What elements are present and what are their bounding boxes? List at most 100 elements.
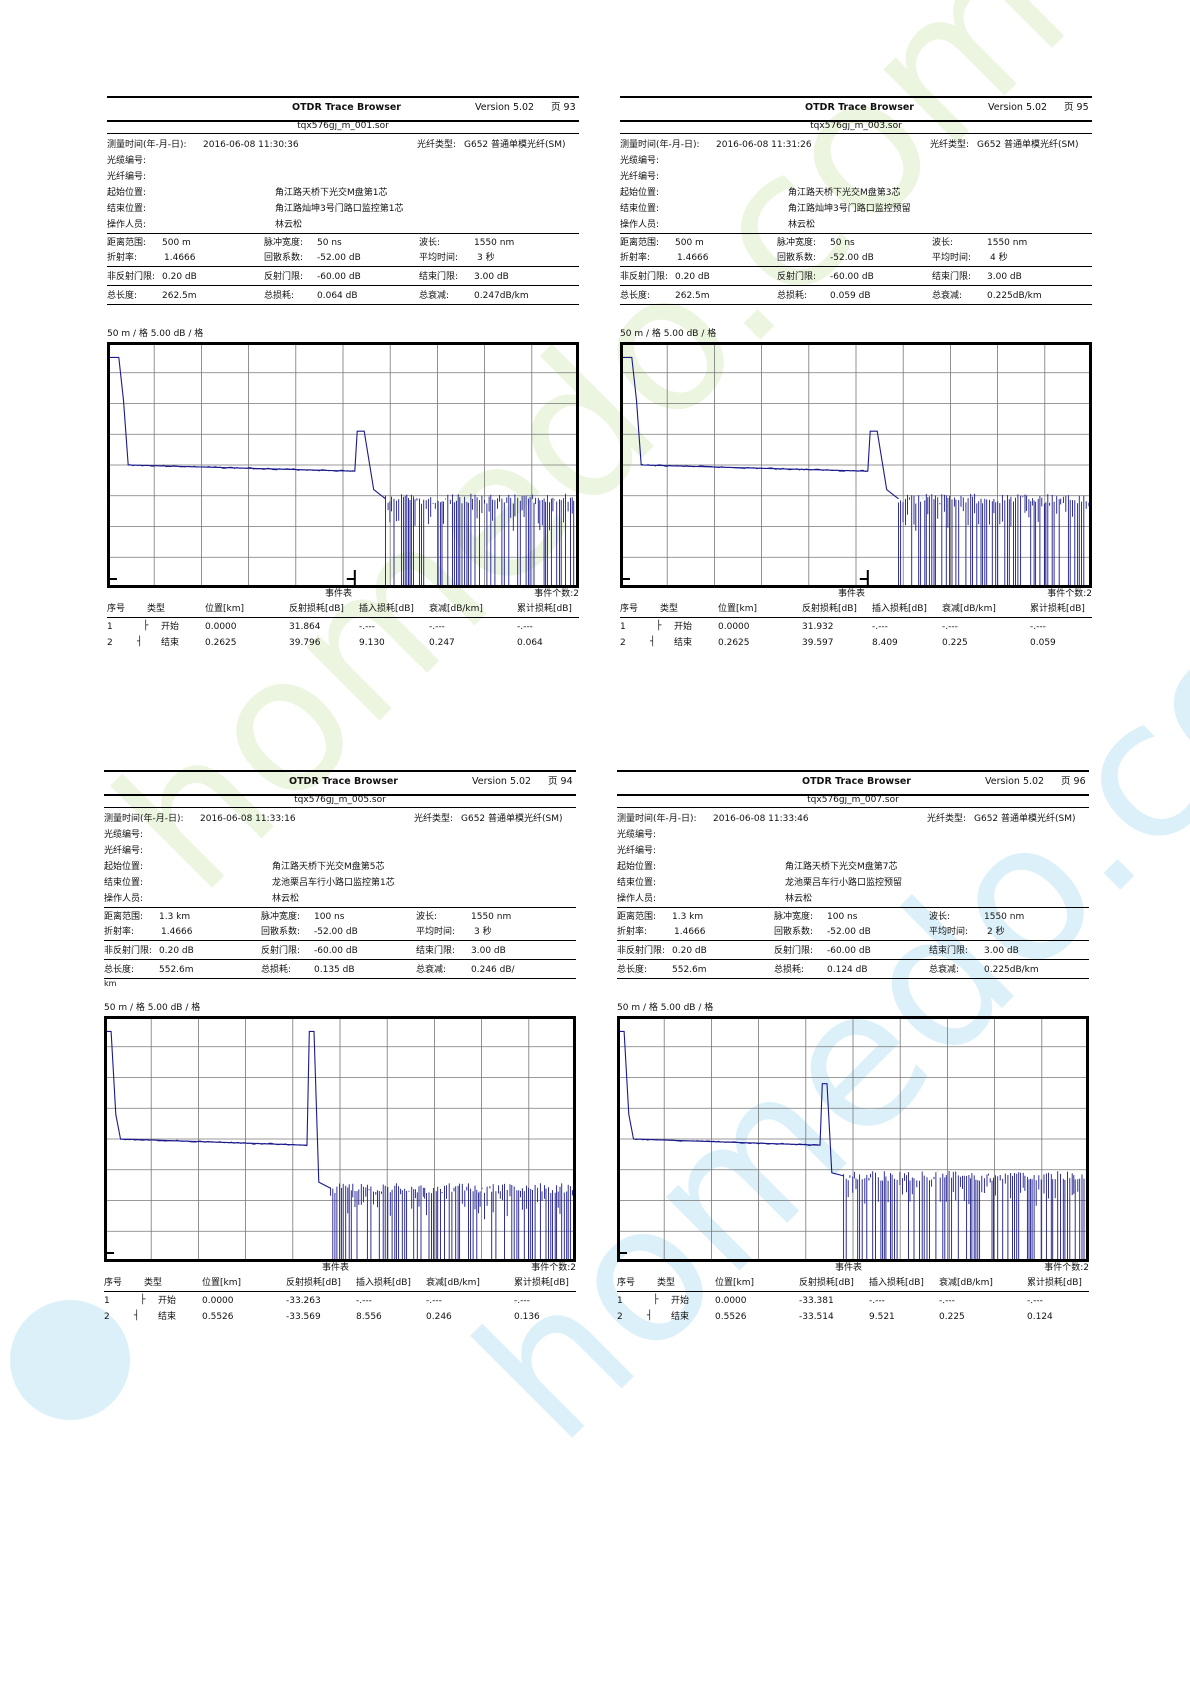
pulse-label: 脉冲宽度:	[777, 238, 817, 248]
nonrefl-threshold-label: 非反射门限:	[104, 946, 153, 956]
table-cell: 开始	[158, 1296, 177, 1306]
report-panel: OTDR Trace Browser Version 5.02 页 93 tqx…	[107, 96, 579, 656]
start-location-value: 角江路天桥下光交M盘第7芯	[785, 862, 898, 872]
measure-time-label: 测量时间(年-月-日):	[617, 814, 697, 824]
table-cell: 8.409	[872, 638, 898, 648]
total-loss-value: 0.059 dB	[830, 291, 871, 301]
table-cell: -.---	[869, 1296, 885, 1306]
end-event-icon: ┤	[137, 637, 143, 647]
table-cell: 0.136	[514, 1312, 540, 1322]
nonrefl-threshold-value: 0.20 dB	[162, 272, 197, 282]
end-threshold-label: 结束门限:	[932, 272, 972, 282]
table-cell: -.---	[939, 1296, 955, 1306]
report-panel: OTDR Trace Browser Version 5.02 页 95 tqx…	[620, 96, 1092, 656]
divider	[617, 959, 1089, 960]
total-length-label: 总长度:	[617, 965, 648, 975]
noise-floor	[898, 493, 1092, 588]
table-cell: -33.381	[799, 1296, 834, 1306]
end-threshold-label: 结束门限:	[419, 272, 459, 282]
nonrefl-threshold-value: 0.20 dB	[159, 946, 194, 956]
avg-time-value: 2 秒	[987, 927, 1005, 937]
backscatter-label: 回散系数:	[777, 253, 817, 263]
column-header: 位置[km]	[718, 604, 758, 614]
launch-event-icon: ├	[140, 1295, 146, 1305]
fiber-type-label: 光纤类型:	[930, 140, 970, 150]
cable-no-label: 光缆编号:	[107, 156, 147, 166]
table-cell: 开始	[161, 622, 180, 632]
table-cell: 结束	[671, 1312, 690, 1322]
wavelength-label: 波长:	[419, 238, 441, 248]
measure-time-value: 2016-06-08 11:33:16	[200, 814, 296, 824]
ior-value: 1.4666	[674, 927, 706, 937]
total-atten-label: 总衰减:	[419, 291, 450, 301]
noise-floor	[330, 1183, 576, 1262]
report-panel: OTDR Trace Browser Version 5.02 页 94 tqx…	[104, 770, 576, 1330]
column-header: 插入损耗[dB]	[359, 604, 414, 614]
table-cell: 0.0000	[205, 622, 237, 632]
total-atten-value: 0.225dB/km	[984, 965, 1039, 975]
noise-floor	[843, 1171, 1089, 1262]
column-header: 位置[km]	[715, 1278, 755, 1288]
table-cell: 1	[107, 622, 113, 632]
end-location-label: 结束位置:	[104, 878, 144, 888]
event-count: 事件个数:2	[534, 589, 579, 599]
total-length-value: 262.5m	[162, 291, 197, 301]
end-location-label: 结束位置:	[617, 878, 657, 888]
report-header: OTDR Trace Browser Version 5.02 页 93	[107, 96, 579, 122]
report-header: OTDR Trace Browser Version 5.02 页 95	[620, 96, 1092, 122]
total-atten-label: 总衰减:	[929, 965, 960, 975]
version-label: Version 5.02	[472, 776, 532, 787]
wavelength-value: 1550 nm	[474, 238, 515, 248]
ior-label: 折射率:	[617, 927, 648, 937]
event-table-label: 事件表	[835, 1263, 863, 1273]
end-location-value: 角江路灿坤3号门路口监控第1芯	[275, 204, 404, 214]
table-cell: 2	[620, 638, 626, 648]
total-loss-label: 总损耗:	[264, 291, 295, 301]
page-number: 页 96	[1061, 776, 1086, 787]
backscatter-value: -52.00 dB	[314, 927, 358, 937]
range-value: 500 m	[162, 238, 191, 248]
table-cell: 1	[104, 1296, 110, 1306]
version-label: Version 5.02	[475, 102, 535, 113]
column-header: 反射损耗[dB]	[802, 604, 857, 614]
column-header: 类型	[144, 1278, 163, 1288]
cable-no-label: 光缆编号:	[617, 830, 657, 840]
divider	[617, 940, 1089, 941]
launch-event-icon: ├	[143, 621, 149, 631]
otdr-trace-chart	[107, 342, 579, 588]
column-header: 插入损耗[dB]	[872, 604, 927, 614]
start-location-value: 角江路天桥下光交M盘第1芯	[275, 188, 388, 198]
chart-scale-label: 50 m / 格 5.00 dB / 格	[107, 329, 204, 339]
divider	[620, 304, 1092, 305]
file-name: tqx576gj_m_003.sor	[620, 122, 1092, 134]
total-loss-value: 0.135 dB	[314, 965, 355, 975]
table-cell: -33.263	[286, 1296, 321, 1306]
trace-line	[107, 356, 386, 500]
otdr-trace-chart	[617, 1016, 1089, 1262]
event-count: 事件个数:2	[1047, 589, 1092, 599]
total-length-value: 552.6m	[672, 965, 707, 975]
total-loss-label: 总损耗:	[777, 291, 808, 301]
table-cell: -.---	[429, 622, 445, 632]
end-threshold-value: 3.00 dB	[474, 272, 509, 282]
fiber-no-label: 光纤编号:	[617, 846, 657, 856]
divider	[107, 266, 579, 267]
table-cell: -.---	[1030, 622, 1046, 632]
table-cell: 0.5526	[715, 1312, 747, 1322]
backscatter-value: -52.00 dB	[317, 253, 361, 263]
refl-threshold-value: -60.00 dB	[317, 272, 361, 282]
start-location-label: 起始位置:	[617, 862, 657, 872]
range-label: 距离范围:	[617, 912, 657, 922]
pulse-value: 100 ns	[827, 912, 858, 922]
operator-value: 林云松	[785, 894, 813, 904]
total-length-label: 总长度:	[620, 291, 651, 301]
refl-threshold-label: 反射门限:	[264, 272, 304, 282]
avg-time-label: 平均时间:	[929, 927, 969, 937]
table-cell: 0.059	[1030, 638, 1056, 648]
table-cell: 0.2625	[205, 638, 237, 648]
table-cell: -.---	[356, 1296, 372, 1306]
start-location-label: 起始位置:	[620, 188, 660, 198]
table-cell: 39.796	[289, 638, 321, 648]
table-cell: 结束	[161, 638, 180, 648]
table-cell: 0.124	[1027, 1312, 1053, 1322]
